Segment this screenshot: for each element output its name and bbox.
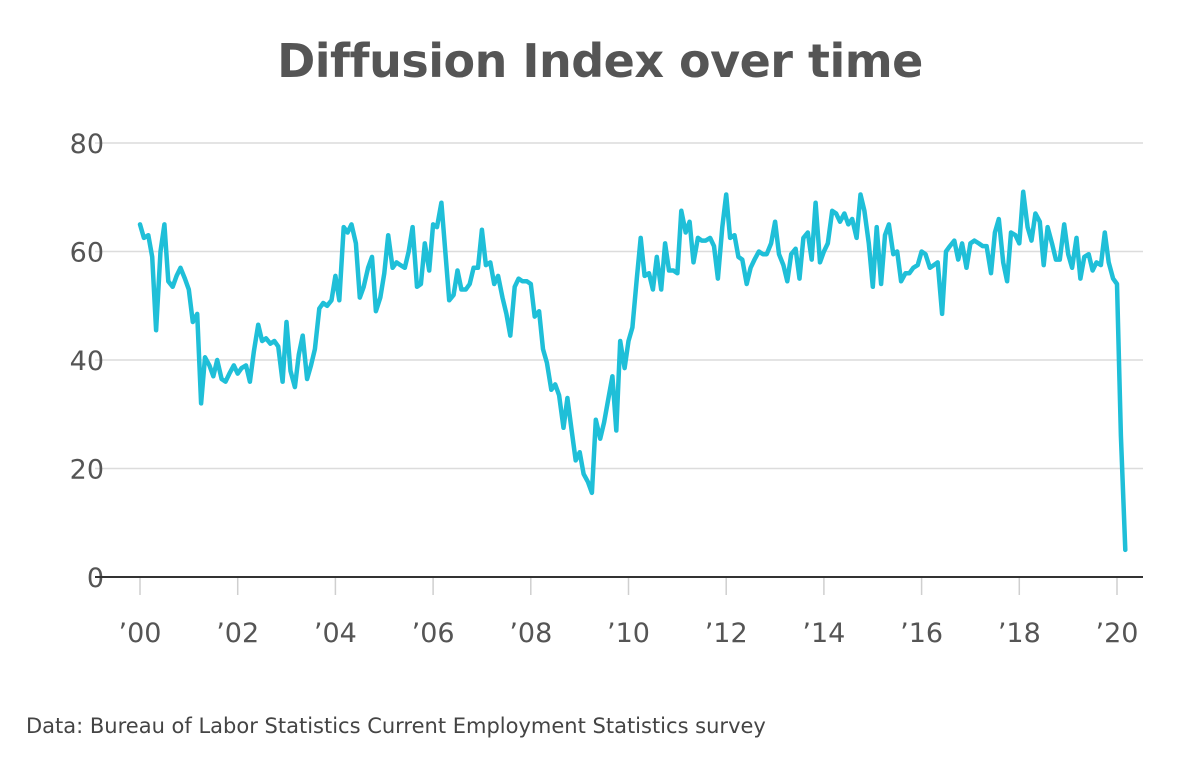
x-tick-label: ’02 — [216, 618, 259, 649]
x-tick-label: ’20 — [1096, 618, 1139, 649]
x-tick-label: ’18 — [998, 618, 1041, 649]
y-tick-label: 0 — [87, 563, 104, 594]
x-tick-label: ’16 — [900, 618, 943, 649]
x-tick-label: ’04 — [314, 618, 357, 649]
chart-source-note: Data: Bureau of Labor Statistics Current… — [26, 714, 766, 738]
y-tick-label: 40 — [70, 346, 104, 377]
x-tick-label: ’00 — [119, 618, 162, 649]
chart-title: Diffusion Index over time — [277, 34, 923, 88]
x-tick-label: ’08 — [509, 618, 552, 649]
x-tick-label: ’12 — [705, 618, 748, 649]
x-tick-label: ’10 — [607, 618, 650, 649]
x-axis-ticks: ’00 ’02 ’04 ’06 ’08 ’10 ’12 ’14 ’16 ’18 ’20 — [119, 577, 1139, 649]
y-axis-ticks: 0 20 40 60 80 — [70, 129, 104, 594]
y-tick-label: 80 — [70, 129, 104, 160]
series-layer — [137, 189, 1128, 553]
series-line-0 — [137, 189, 1128, 553]
y-tick-label: 20 — [70, 455, 104, 486]
x-tick-label: ’06 — [412, 618, 455, 649]
x-tick-label: ’14 — [802, 618, 845, 649]
y-tick-label: 60 — [70, 238, 104, 269]
